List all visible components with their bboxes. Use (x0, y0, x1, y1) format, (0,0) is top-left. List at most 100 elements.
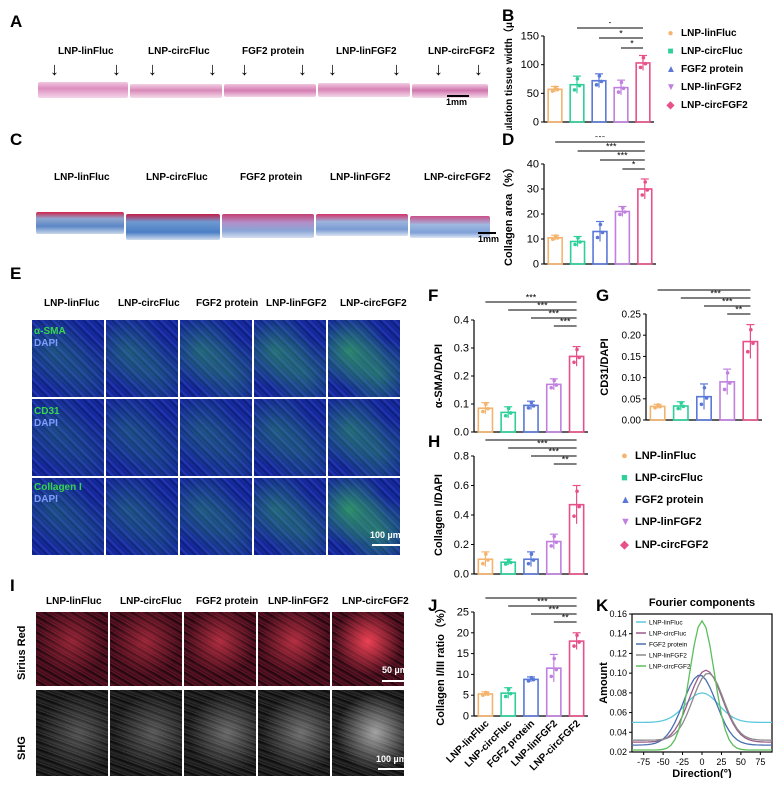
significance-label: ** (735, 305, 743, 315)
y-tick-label: 0.04 (609, 727, 627, 737)
data-point (555, 236, 560, 240)
legend-h-item-2: ■ LNP-circFluc (621, 472, 703, 484)
x-axis-label: Direction(°) (672, 768, 732, 778)
e-row1-dapi: DAPI (34, 338, 58, 349)
sirius-red-micrograph (258, 612, 330, 686)
y-tick-label: 0.14 (609, 629, 627, 639)
c-header-3: FGF2 protein (240, 172, 303, 183)
legend-b-item-2: ■ LNP-circFluc (667, 46, 743, 57)
y-tick-label: 0.16 (609, 609, 627, 619)
data-point (554, 667, 559, 672)
significance-label: *** (537, 301, 548, 311)
down-arrow-icon: ↓ (50, 59, 59, 79)
data-point (599, 79, 604, 84)
down-arrow-icon: ↓ (474, 59, 483, 79)
data-point (572, 644, 576, 648)
y-tick-label: 0.12 (609, 648, 627, 658)
significance-label: *** (526, 596, 537, 599)
series-line (632, 692, 772, 724)
data-point (704, 396, 709, 400)
mt-section-5 (410, 216, 490, 238)
data-point (553, 85, 558, 90)
i-top-scalebar-label: 50 µm (382, 665, 408, 675)
data-point (484, 552, 488, 556)
if-micrograph (328, 399, 400, 476)
data-point (572, 514, 576, 518)
data-point (503, 562, 508, 566)
y-tick-label: 20 (457, 627, 469, 639)
data-point (506, 406, 511, 411)
if-micrograph (106, 320, 178, 397)
data-point (481, 561, 485, 566)
if-micrograph (254, 478, 326, 555)
e-row3-dapi: DAPI (34, 494, 58, 505)
panel-label-h: H (428, 432, 441, 451)
legend-label: FGF2 protein (649, 642, 688, 649)
data-point (503, 413, 508, 418)
data-point (621, 86, 626, 91)
if-micrograph (328, 320, 400, 397)
significance-label: *** (560, 317, 571, 327)
square-marker-icon: ■ (621, 472, 628, 484)
y-tick-label: 50 (527, 88, 539, 100)
shg-micrograph (110, 690, 182, 776)
x-tick-label: -75 (637, 757, 650, 767)
c-header-1: LNP-linFluc (54, 172, 110, 183)
data-point (577, 504, 581, 509)
significance-label: *** (606, 142, 617, 152)
data-point (554, 540, 559, 545)
circle-marker-icon: ● (621, 450, 628, 462)
data-point (531, 677, 536, 682)
data-point (529, 400, 534, 405)
legend-h-item-3: ▲ FGF2 protein (620, 494, 704, 506)
data-point (702, 385, 707, 390)
e-scalebar (372, 544, 402, 546)
down-arrow-icon: ↓ (112, 59, 121, 79)
y-tick-label: 0.8 (454, 451, 469, 463)
panel-label-c: C (10, 130, 23, 149)
chart-g: CD31/DAPI0.000.050.100.150.200.25*******… (599, 288, 762, 427)
y-tick-label: 0.10 (609, 668, 627, 678)
i-header-2: LNP-circFluc (120, 596, 182, 607)
shg-micrograph (36, 690, 108, 776)
i-row1-label: Sirius Red (16, 625, 28, 680)
y-tick-label: 0.4 (454, 315, 469, 327)
bar (614, 210, 631, 265)
panel-label-g: G (596, 286, 610, 305)
legend-label: LNP-circFluc (649, 631, 687, 638)
significance-label: ** (562, 455, 570, 465)
significance-label: ** (562, 613, 570, 623)
significance-label: *** (549, 309, 560, 319)
legend-b-item-1: ● LNP-linFluc (667, 28, 737, 39)
panel-label-e: E (10, 264, 22, 283)
data-point (621, 206, 625, 210)
y-axis-label: α-SMA/DAPI (433, 344, 445, 408)
significance-label: * (630, 39, 634, 49)
legend-label: LNP-linFluc (649, 620, 683, 627)
data-point (549, 674, 554, 679)
y-axis-label: Collagen I/DAPI (433, 474, 445, 556)
y-tick-label: 0.06 (609, 708, 627, 718)
down-arrow-icon: ↓ (392, 59, 401, 79)
data-point (550, 237, 555, 242)
data-point (575, 633, 579, 638)
i-header-5: LNP-circFGF2 (342, 596, 409, 607)
legend-b-item-4: ▼ LNP-linFGF2 (666, 82, 742, 93)
he-section-1 (38, 82, 128, 98)
e-header-5: LNP-circFGF2 (340, 298, 407, 309)
i-header-4: LNP-linFGF2 (268, 596, 329, 607)
panel-label-f: F (428, 286, 439, 305)
data-point (503, 694, 508, 699)
y-tick-label: 10 (527, 234, 539, 246)
e-header-1: LNP-linFluc (44, 298, 100, 309)
a-header-1: LNP-linFluc (58, 46, 114, 57)
a-header-5: LNP-circFGF2 (428, 46, 495, 57)
e-header-2: LNP-circFluc (118, 298, 180, 309)
bar (547, 88, 563, 123)
data-point (550, 89, 555, 93)
chart-k: Fourier components 0.02 0.04 0.06 0.08 0.10 0.… (598, 597, 773, 778)
significance-label: *** (549, 447, 560, 457)
i-header-3: FGF2 protein (196, 596, 259, 607)
e-row2-stain: CD31 (34, 406, 60, 417)
